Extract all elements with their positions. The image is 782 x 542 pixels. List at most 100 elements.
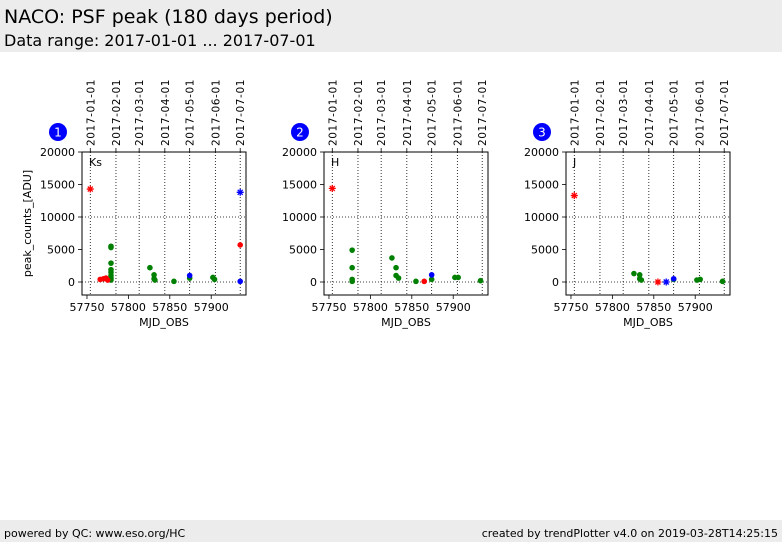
data-point (413, 278, 419, 285)
y-tick-label: 0 (552, 276, 559, 289)
top-tick-label: 2017-07-01 (719, 79, 731, 146)
data-point (631, 270, 637, 277)
data-point (237, 278, 244, 285)
y-tick-label: 20000 (40, 146, 75, 159)
x-tick-label: 57800 (111, 301, 146, 314)
data-point-star (236, 188, 244, 196)
y-tick-label: 15000 (524, 179, 559, 192)
data-point (152, 277, 158, 283)
filter-label: H (331, 156, 339, 169)
data-point-star (570, 192, 578, 200)
top-tick-label: 2017-06-01 (694, 79, 706, 146)
top-tick-label: 2017-03-01 (134, 79, 146, 146)
y-tick-label: 0 (310, 276, 317, 289)
data-point (719, 278, 726, 285)
top-tick-label: 2017-07-01 (235, 79, 247, 146)
filter-label: Ks (89, 156, 102, 169)
data-point (108, 244, 114, 251)
data-point (171, 278, 177, 285)
y-tick-label: 20000 (524, 146, 559, 159)
top-tick-label: 2017-03-01 (376, 79, 388, 146)
plot-frame (323, 151, 489, 296)
data-point (151, 272, 157, 278)
page-subtitle: Data range: 2017-01-01 ... 2017-07-01 (4, 31, 316, 50)
top-tick-label: 2017-02-01 (353, 79, 365, 146)
top-tick-label: 2017-03-01 (618, 79, 630, 146)
data-point-star (328, 184, 336, 192)
x-tick-label: 57900 (436, 301, 471, 314)
data-point (421, 278, 428, 285)
panel-number-badge (49, 123, 67, 141)
y-tick-label: 5000 (47, 244, 75, 257)
data-point (349, 264, 355, 271)
x-tick-label: 57900 (678, 301, 713, 314)
top-tick-label: 2017-05-01 (427, 79, 439, 146)
data-point-star (662, 278, 670, 286)
y-tick-label: 15000 (282, 179, 317, 192)
y-tick-label: 5000 (531, 244, 559, 257)
plot-frame (565, 151, 731, 296)
y-tick-label: 15000 (40, 179, 75, 192)
x-tick-label: 57800 (595, 301, 630, 314)
x-tick-label: 57850 (394, 301, 429, 314)
data-point (237, 242, 244, 248)
top-tick-label: 2017-04-01 (644, 79, 656, 146)
x-tick-label: 57750 (69, 301, 104, 314)
x-tick-label: 57850 (152, 301, 187, 314)
data-point (670, 275, 677, 282)
top-tick-label: 2017-02-01 (595, 79, 607, 146)
top-tick-label: 2017-04-01 (402, 79, 414, 146)
data-point (428, 276, 435, 283)
chart-panel-3: 2017-01-01 2017-02-01 2017-03-01 2017-04-01… (524, 79, 731, 329)
x-tick-label: 57800 (353, 301, 388, 314)
filter-label: J (572, 156, 576, 169)
data-point (104, 277, 111, 283)
page-title: NACO: PSF peak (180 days period) (4, 6, 333, 28)
y-tick-label: 0 (68, 276, 75, 289)
x-tick-label: 57900 (194, 301, 229, 314)
top-tick-label: 2017-04-01 (160, 79, 172, 146)
plots-area: 2017-01-01 2017-02-01 2017-03-01 2017-04-01… (21, 79, 731, 329)
x-axis-label: MJD_OBS (623, 316, 673, 329)
data-point (147, 264, 153, 271)
x-axis-label: MJD_OBS (381, 316, 431, 329)
x-tick-label: 57750 (311, 301, 346, 314)
data-point-star (86, 185, 94, 193)
data-point (428, 272, 435, 278)
data-point (636, 272, 643, 278)
panel-number-text: 1 (54, 126, 62, 140)
top-tick-label: 2017-06-01 (452, 79, 464, 146)
data-point (211, 276, 218, 283)
data-point (455, 274, 461, 281)
top-tick-label: 2017-01-01 (85, 79, 97, 146)
top-tick-label: 2017-06-01 (210, 79, 222, 146)
top-tick-label: 2017-01-01 (327, 79, 339, 146)
data-point (349, 247, 355, 253)
footer-generator: created by trendPlotter v4.0 on 2019-03-… (481, 527, 778, 540)
top-tick-label: 2017-05-01 (669, 79, 681, 146)
panel-number-text: 2 (296, 126, 304, 140)
data-point (349, 278, 355, 285)
top-tick-label: 2017-07-01 (477, 79, 489, 146)
data-point (108, 260, 114, 266)
data-point-star (654, 278, 662, 286)
footer-credit: powered by QC: www.eso.org/HC (4, 527, 186, 540)
data-point (393, 264, 399, 271)
data-point (395, 275, 402, 281)
panel-number-badge (533, 123, 551, 141)
y-tick-label: 10000 (282, 211, 317, 224)
y-axis-label: peak_counts_[ADU] (21, 170, 34, 277)
chart-panel-2: 2017-01-01 2017-02-01 2017-03-01 2017-04-01… (282, 79, 489, 329)
x-tick-label: 57750 (553, 301, 588, 314)
y-tick-label: 20000 (282, 146, 317, 159)
page-footer: powered by QC: www.eso.org/HC created by… (0, 520, 782, 542)
chart-panel-1: 2017-01-01 2017-02-01 2017-03-01 2017-04-01… (21, 79, 247, 329)
data-point (186, 272, 193, 279)
x-tick-label: 57850 (636, 301, 671, 314)
page-header: NACO: PSF peak (180 days period) Data ra… (0, 0, 782, 52)
panel-number-badge (291, 123, 309, 141)
x-axis-label: MJD_OBS (139, 316, 189, 329)
y-tick-label: 5000 (289, 244, 317, 257)
y-tick-label: 10000 (524, 211, 559, 224)
top-tick-label: 2017-05-01 (185, 79, 197, 146)
